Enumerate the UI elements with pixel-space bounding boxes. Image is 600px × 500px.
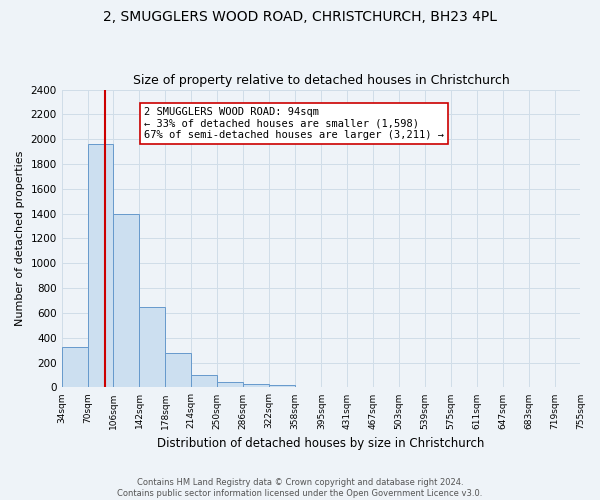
Bar	[88, 144, 113, 388]
Bar	[113, 214, 139, 388]
Bar	[217, 382, 243, 388]
Y-axis label: Number of detached properties: Number of detached properties	[15, 151, 25, 326]
Title: Size of property relative to detached houses in Christchurch: Size of property relative to detached ho…	[133, 74, 509, 87]
Bar	[139, 307, 165, 388]
X-axis label: Distribution of detached houses by size in Christchurch: Distribution of detached houses by size …	[157, 437, 485, 450]
Bar	[191, 375, 217, 388]
Bar	[62, 347, 88, 388]
Text: Contains HM Land Registry data © Crown copyright and database right 2024.
Contai: Contains HM Land Registry data © Crown c…	[118, 478, 482, 498]
Text: 2 SMUGGLERS WOOD ROAD: 94sqm
← 33% of detached houses are smaller (1,598)
67% of: 2 SMUGGLERS WOOD ROAD: 94sqm ← 33% of de…	[144, 107, 444, 140]
Bar	[269, 385, 295, 388]
Bar	[243, 384, 269, 388]
Text: 2, SMUGGLERS WOOD ROAD, CHRISTCHURCH, BH23 4PL: 2, SMUGGLERS WOOD ROAD, CHRISTCHURCH, BH…	[103, 10, 497, 24]
Bar	[165, 354, 191, 388]
